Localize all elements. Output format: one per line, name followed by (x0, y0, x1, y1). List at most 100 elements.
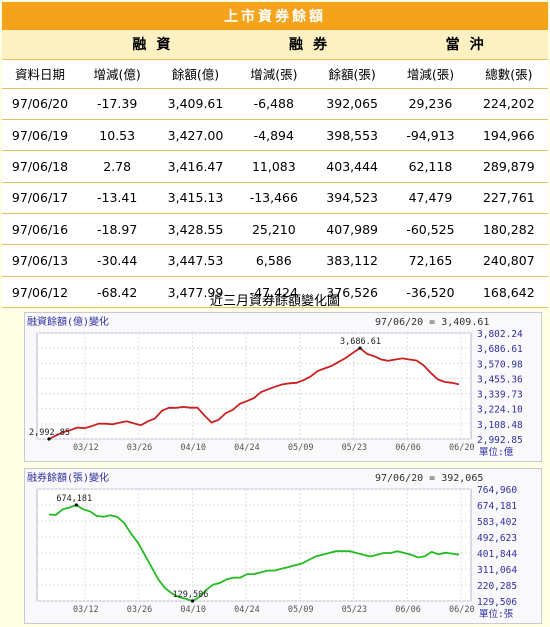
table-cell: 180,282 (469, 213, 548, 246)
y-tick-label: 401,844 (477, 549, 517, 560)
annotation-label: 3,686.61 (340, 337, 381, 347)
y-tick-label: 129,506 (477, 597, 517, 608)
group-short: 融券 (234, 30, 392, 60)
y-tick-label: 492,623 (477, 533, 517, 544)
chart-title: 融資餘額(億)變化 (27, 315, 109, 328)
annotation-label: 674,181 (56, 494, 92, 504)
table-cell: 6,586 (234, 244, 313, 277)
column-header-row: 資料日期 增減(億) 餘額(億) 增減(張) 餘額(張) 增減(張) 總數(張) (2, 59, 548, 89)
table-cell: 240,807 (469, 244, 548, 277)
table-cell: 392,065 (312, 88, 392, 120)
annotation-point (190, 599, 195, 603)
x-tick-label: 03/12 (73, 605, 99, 615)
column-header: 餘額(張) (312, 59, 392, 89)
table-cell: 10.53 (78, 119, 157, 152)
y-tick-label: 764,960 (477, 485, 517, 496)
column-header: 增減(張) (234, 59, 313, 89)
column-header: 資料日期 (2, 59, 78, 89)
x-tick-label: 05/09 (288, 443, 314, 453)
x-tick-label: 04/10 (180, 443, 206, 453)
margin-chart-panel: 融資餘額(億)變化 97/06/20 = 3,409.61 3,802.24 3,68… (24, 312, 542, 462)
column-header: 增減(張) (391, 59, 470, 89)
table-cell: 227,761 (469, 182, 548, 215)
table-cell: -60,525 (391, 213, 470, 246)
table-cell: -36,520 (391, 276, 470, 309)
table-cell: -13.41 (78, 182, 157, 215)
y-tick-label: 2,992.85 (477, 435, 523, 446)
table-cell: -18.97 (78, 213, 157, 246)
table-title: 上市資券餘額 (2, 2, 548, 30)
x-tick-label: 05/23 (342, 605, 368, 615)
table-row: 97/06/18 2.78 3,416.47 11,083 403,444 62,118 2… (2, 150, 548, 183)
table-cell: 3,477.99 (156, 276, 235, 309)
table-cell: 25,210 (234, 213, 313, 246)
table-cell: 376,526 (312, 276, 392, 309)
table-row: 97/06/13 -30.44 3,447.53 6,586 383,112 72,165… (2, 244, 548, 277)
unit-label: 單位:億 (479, 446, 514, 458)
table-cell: 383,112 (312, 244, 392, 277)
annotation-point (47, 437, 51, 441)
table-cell: 97/06/20 (2, 88, 78, 120)
x-tick-label: 03/26 (127, 443, 153, 453)
table-cell: -17.39 (78, 88, 157, 120)
column-header: 餘額(億) (156, 59, 235, 89)
x-tick-label: 04/24 (234, 605, 260, 615)
table-cell: 3,427.00 (156, 119, 235, 152)
y-tick-label: 3,570.98 (477, 359, 523, 370)
table-cell: 62,118 (391, 150, 470, 183)
table-cell: 3,428.55 (156, 213, 235, 246)
table-cell: 403,444 (312, 150, 392, 183)
table-cell: 47,479 (391, 182, 470, 215)
table-cell: -68.42 (78, 276, 157, 309)
y-tick-label: 674,181 (477, 501, 517, 512)
x-tick-label: 05/09 (288, 605, 314, 615)
table-cell: -30.44 (78, 244, 157, 277)
annotation-point (74, 503, 78, 507)
table-cell: -6,488 (234, 88, 313, 120)
table-cell: 97/06/19 (2, 119, 78, 152)
table-row: 97/06/20 -17.39 3,409.61 -6,488 392,065 29,23… (2, 88, 548, 120)
table-cell: -47,424 (234, 276, 313, 309)
table-cell: 224,202 (469, 88, 548, 120)
table-cell: 97/06/16 (2, 213, 78, 246)
table-cell: 97/06/13 (2, 244, 78, 277)
annotation-label: 2,992.85 (29, 428, 70, 438)
table-row: 97/06/19 10.53 3,427.00 -4,894 398,553 -94,91… (2, 119, 548, 152)
table-body: 97/06/20 -17.39 3,409.61 -6,488 392,065 29,23… (2, 88, 548, 309)
x-tick-label: 04/10 (180, 605, 206, 615)
margin-table: 上市資券餘額 融資 融券 當沖 資料日期 增減(億) 餘額(億) 增減(張) 餘額(張)… (2, 2, 548, 309)
x-tick-label: 04/24 (234, 443, 260, 453)
chart-readout: 97/06/20 = 3,409.61 (375, 317, 489, 328)
table-cell: 194,966 (469, 119, 548, 152)
table-cell: 11,083 (234, 150, 313, 183)
table-cell: 407,989 (312, 213, 392, 246)
table-cell: 3,416.47 (156, 150, 235, 183)
charts-title: 近三月資券餘額變化圖 (209, 294, 340, 309)
x-tick-label: 03/12 (73, 443, 99, 453)
chart-readout: 97/06/20 = 392,065 (375, 473, 483, 484)
table-cell: 168,642 (469, 276, 548, 309)
table-cell: 72,165 (391, 244, 470, 277)
table-cell: 289,879 (469, 150, 548, 183)
margin-chart: 融資餘額(億)變化 97/06/20 = 3,409.613,802.24 3,68… (27, 315, 523, 458)
table-cell: 97/06/17 (2, 182, 78, 215)
y-tick-label: 3,455.36 (477, 374, 523, 385)
table-cell: 2.78 (78, 150, 157, 183)
table-cell: 3,415.13 (156, 182, 235, 215)
y-tick-label: 3,224.10 (477, 405, 523, 416)
x-tick-label: 06/20 (449, 605, 475, 615)
y-tick-label: 3,686.61 (477, 344, 523, 355)
plot-area (36, 488, 472, 602)
group-daytrade: 當沖 (391, 30, 548, 60)
table-row: 97/06/16 -18.97 3,428.55 25,210 407,989 -60,5… (2, 213, 548, 246)
y-tick-label: 311,064 (477, 565, 517, 576)
group-margin: 融資 (78, 30, 235, 60)
y-tick-label: 583,402 (477, 517, 517, 528)
table-cell: 3,409.61 (156, 88, 235, 120)
series-line (48, 346, 460, 440)
table-cell: -94,913 (391, 119, 470, 152)
annotation-point (358, 346, 362, 350)
y-tick-label: 3,802.24 (477, 329, 523, 340)
